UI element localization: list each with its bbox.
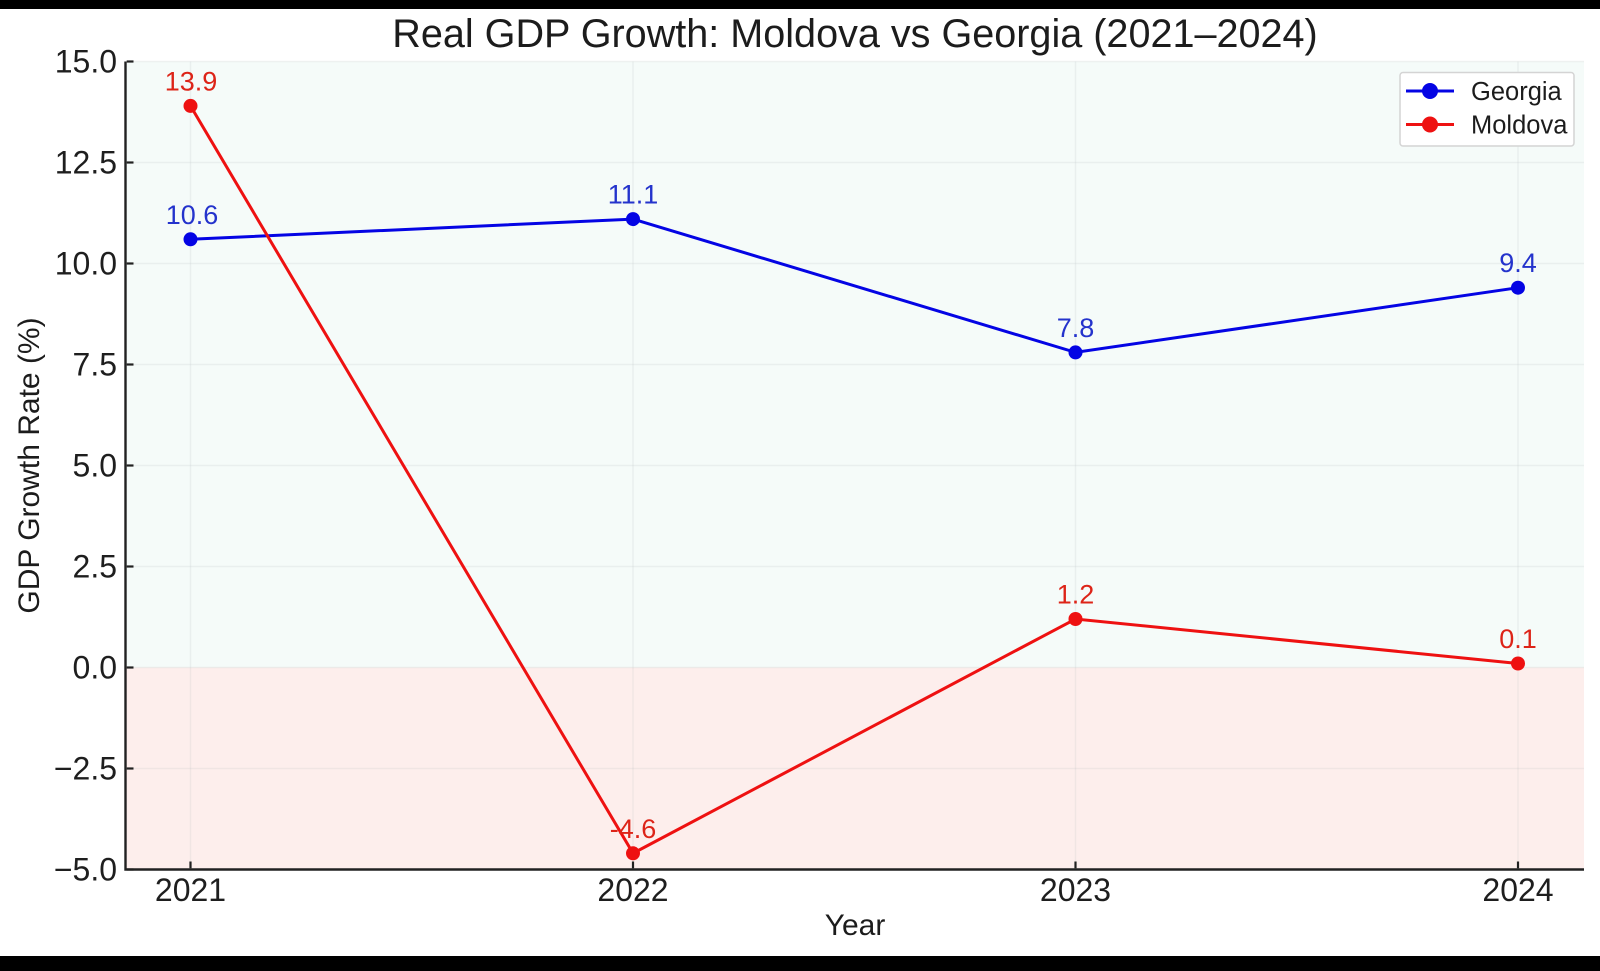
svg-text:−5.0: −5.0 [54, 852, 117, 888]
svg-text:5.0: 5.0 [73, 448, 117, 484]
svg-text:1.2: 1.2 [1057, 580, 1095, 610]
svg-text:13.9: 13.9 [165, 67, 218, 97]
svg-text:2022: 2022 [597, 872, 668, 908]
svg-text:7.8: 7.8 [1057, 313, 1095, 343]
svg-text:Georgia: Georgia [1471, 78, 1563, 106]
svg-text:Real GDP Growth: Moldova vs Ge: Real GDP Growth: Moldova vs Georgia (202… [392, 12, 1317, 56]
svg-text:10.0: 10.0 [55, 246, 117, 282]
svg-text:9.4: 9.4 [1499, 248, 1537, 278]
svg-text:15.0: 15.0 [55, 44, 117, 80]
svg-text:7.5: 7.5 [73, 347, 117, 383]
svg-text:12.5: 12.5 [55, 145, 117, 181]
svg-text:Year: Year [825, 909, 886, 942]
svg-text:11.1: 11.1 [608, 180, 659, 210]
svg-text:0.1: 0.1 [1499, 624, 1537, 654]
svg-text:0.0: 0.0 [73, 650, 117, 686]
svg-text:2024: 2024 [1482, 872, 1553, 908]
svg-text:2023: 2023 [1040, 872, 1111, 908]
svg-text:2021: 2021 [155, 872, 226, 908]
svg-text:2.5: 2.5 [73, 549, 117, 585]
svg-text:GDP Growth Rate (%): GDP Growth Rate (%) [13, 317, 46, 613]
svg-text:10.6: 10.6 [166, 200, 219, 230]
svg-text:Moldova: Moldova [1471, 112, 1568, 140]
svg-text:−2.5: −2.5 [54, 751, 117, 787]
svg-text:-4.6: -4.6 [610, 814, 657, 844]
